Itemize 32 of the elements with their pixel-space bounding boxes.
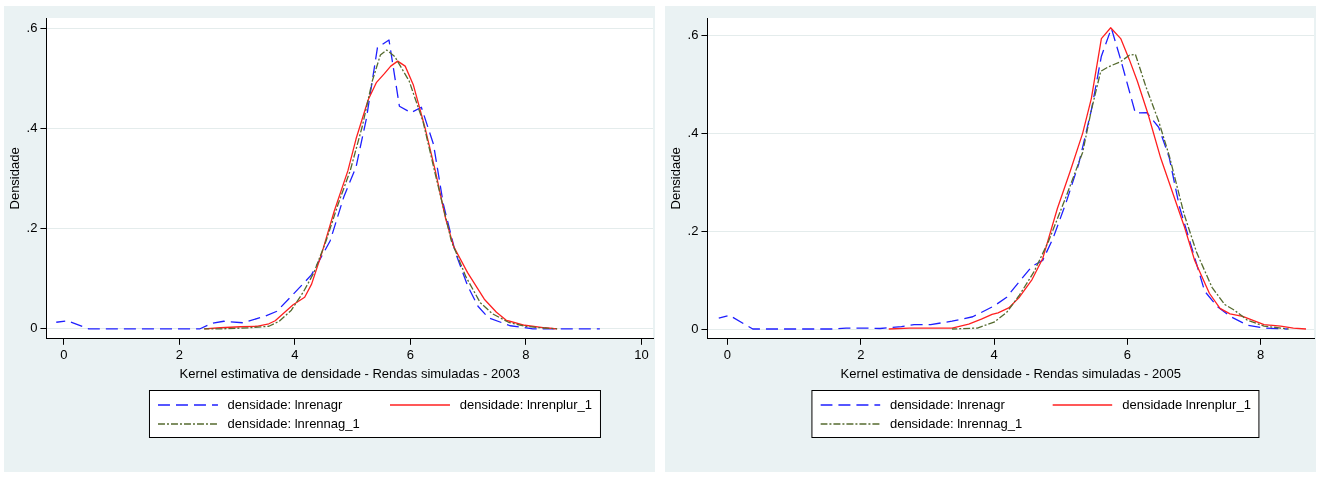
y-axis-title: Densidade <box>7 147 23 210</box>
y-tick-label: .2 <box>26 220 38 236</box>
x-axis-title: Kernel estimativa de densidade - Rendas simuladas - 2005 <box>840 365 1181 381</box>
x-tick-label: 6 <box>1123 347 1131 363</box>
y-tick-label: .4 <box>26 119 38 135</box>
line-series <box>951 53 1290 330</box>
y-tick-label: 0 <box>691 320 699 336</box>
x-tick-label: 0 <box>60 347 68 363</box>
x-tick-label: 4 <box>291 347 299 363</box>
y-tick-label: .6 <box>26 19 38 35</box>
legend-label: densidade: lnrenagr <box>889 397 1005 412</box>
x-tick-label: 8 <box>522 347 530 363</box>
legend-label: densidade: lnrennag_1 <box>227 416 360 431</box>
x-tick-label: 4 <box>990 347 998 363</box>
y-tick-label: 0 <box>30 320 38 336</box>
line-series <box>718 27 1288 330</box>
legend-label: densidade: lnrenagr <box>227 397 343 412</box>
x-tick-label: 2 <box>175 347 183 363</box>
y-tick-label: .2 <box>687 222 699 238</box>
legend-label: densidade: lnrennag_1 <box>889 416 1023 431</box>
legend-label: densidade lnrenplur_1 <box>1122 397 1251 412</box>
legend-label: densidade: lnrenplur_1 <box>459 397 593 412</box>
line-series <box>55 39 601 330</box>
x-tick-label: 8 <box>1257 347 1265 363</box>
x-tick-label: 6 <box>406 347 414 363</box>
x-tick-label: 0 <box>723 347 732 363</box>
y-axis-title: Densidade <box>668 147 684 210</box>
y-tick-label: .4 <box>687 124 699 140</box>
x-tick-label: 2 <box>857 347 865 363</box>
x-axis-title: Kernel estimativa de densidade - Rendas simuladas - 2003 <box>179 365 520 381</box>
y-tick-label: .6 <box>687 26 699 42</box>
x-tick-label: 10 <box>634 347 649 363</box>
